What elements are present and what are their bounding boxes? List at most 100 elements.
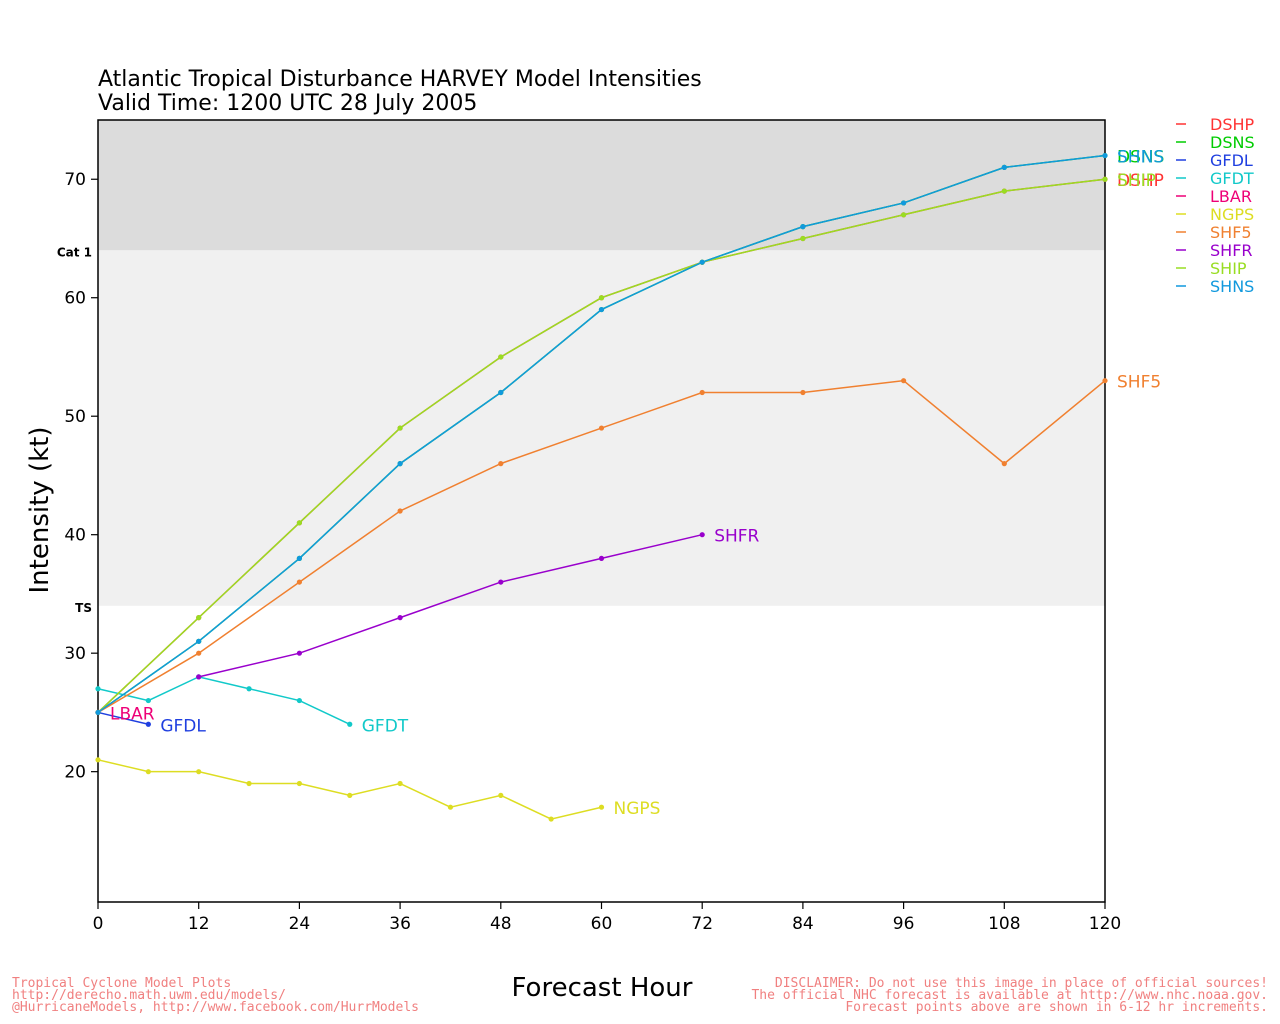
data-point-shf5 [598,425,605,431]
x-axis-label: Forecast Hour [512,973,693,1003]
x-tick-label: 96 [893,914,915,934]
legend-item-dshp: DSHP [1176,115,1255,134]
legend-label: SHIP [1210,259,1247,278]
chart-title: Atlantic Tropical Disturbance HARVEY Mod… [98,67,702,92]
y-tick-label: 50 [64,407,86,427]
data-point-shfr [397,615,403,621]
data-point-shns [598,306,605,313]
legend-item-shf5: SHF5 [1176,223,1252,242]
legend-item-lbar: LBAR [1176,187,1252,206]
legend-label: GFDL [1210,151,1253,170]
data-point-ngps [196,769,202,775]
data-point-shf5 [800,389,806,396]
series-shns: SHNS [95,148,1164,716]
legend-label: SHF5 [1210,223,1252,242]
data-point-shf5 [498,461,504,467]
series-label-lbar: LBAR [110,704,155,724]
x-tick-label: 60 [591,914,613,934]
footer-left-line-3: @HurricaneModels, http://www.facebook.co… [12,1000,419,1015]
data-point-gfdt [95,686,101,692]
chart-subtitle: Valid Time: 1200 UTC 28 July 2005 [98,91,477,116]
data-point-gfdt [296,697,302,704]
series-line-shfr [198,533,703,678]
data-point-ship [901,212,907,218]
legend-item-gfdt: GFDT [1176,169,1254,188]
y-tick-label: 70 [64,170,86,190]
data-point-shns [95,709,101,716]
y-axis-ticks: 20 30 40 50 60 70 [64,170,98,783]
data-point-shns [800,224,806,230]
data-point-gfdt [347,721,353,727]
y-tick-label: 60 [64,289,86,309]
data-point-ngps [447,804,454,810]
data-point-shns [1001,164,1007,170]
series-line-gfdl [97,711,149,726]
x-tick-label: 0 [93,914,104,934]
data-point-ship [1001,188,1007,194]
data-point-ngps [598,804,605,810]
threshold-label: Cat 1 [57,245,92,259]
data-point-ngps [397,780,403,787]
data-point-ship [598,295,605,301]
data-point-shfr [498,579,504,585]
y-tick-label: 30 [64,644,86,664]
legend-item-ship: SHIP [1176,259,1247,278]
x-axis-ticks: 0 12 24 36 48 60 72 84 96 108 120 [93,902,1121,934]
series-label-ship: SHIP [1117,171,1156,191]
data-point-shns [498,389,504,396]
data-point-ship [397,425,403,431]
data-point-shfr [598,555,605,561]
series-label-gfdt: GFDT [362,716,409,736]
legend-item-shns: SHNS [1176,277,1254,296]
data-point-gfdt [145,697,151,704]
hurricane-band [98,120,1105,251]
data-point-shns [901,200,907,206]
data-point-gfdt [246,686,252,692]
data-point-shfr [196,674,202,680]
data-point-shf5 [1001,461,1007,467]
series-label-dsns: DSNS [1117,148,1164,168]
legend-label: DSNS [1210,133,1255,152]
y-axis-label: Intensity (kt) [25,427,55,594]
data-point-shns [296,555,302,561]
data-point-ship [800,235,806,242]
data-point-shns [397,461,403,467]
footer-disclaimer-line-2: The official NHC forecast is available a… [751,988,1268,1003]
y-tick-label: 40 [64,526,86,546]
data-point-shf5 [397,508,403,514]
data-point-shns [196,638,202,644]
series-label-gfdl: GFDL [160,716,206,736]
series-shfr: SHFR [196,527,760,680]
data-point-ngps [498,792,504,798]
data-point-shf5 [296,579,302,585]
data-point-ngps [246,780,252,787]
data-point-shns [1102,152,1108,159]
data-point-ship [498,354,504,360]
legend-label: GFDT [1210,169,1254,188]
legend-item-gfdl: GFDL [1176,151,1253,170]
x-tick-label: 12 [188,914,210,934]
series-label-shns: SHNS [1117,148,1164,168]
series-label-ngps: NGPS [614,799,661,819]
x-tick-label: 24 [289,914,311,934]
series-label-shfr: SHFR [714,527,759,547]
data-point-gfdl [145,721,151,727]
data-point-shf5 [1102,378,1108,384]
data-point-ship [296,520,302,526]
data-point-shfr [699,532,705,538]
x-tick-label: 84 [792,914,814,934]
legend-label: LBAR [1210,187,1252,206]
data-point-shf5 [699,389,705,396]
data-point-shf5 [196,650,202,656]
series-label-dshp: DSHP [1117,171,1164,191]
data-point-ngps [296,780,302,787]
legend-item-dsns: DSNS [1176,133,1255,152]
x-tick-label: 120 [1089,914,1121,934]
legend-item-shfr: SHFR [1176,241,1253,260]
series-line-ngps [97,759,602,820]
threshold-label: TS [75,601,92,615]
data-point-ship [1102,176,1108,182]
series-ngps: NGPS [95,757,661,822]
